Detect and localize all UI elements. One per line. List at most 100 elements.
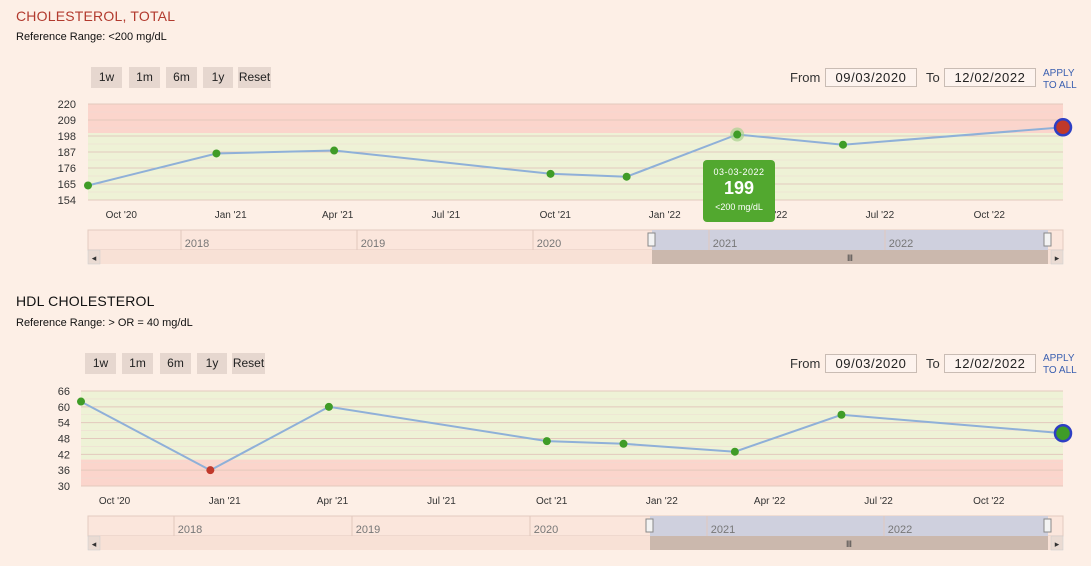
x-tick-label: Oct '22 [973, 496, 1005, 507]
from-label: From [790, 356, 821, 371]
data-point [730, 447, 739, 456]
y-tick-label: 66 [58, 386, 70, 398]
chart-title: HDL CHOLESTEROL [16, 293, 155, 309]
x-tick-label: Apr '22 [754, 496, 786, 507]
from-label: From [790, 70, 821, 85]
scrollbar-grip: Ⅲ [846, 539, 852, 549]
chart-panel-total: CHOLESTEROL, TOTAL Reference Range: <200… [0, 0, 1091, 280]
scroll-left-button [87, 249, 101, 265]
data-point [324, 402, 333, 411]
to-label: To [926, 70, 940, 85]
x-tick-label: Jul '21 [432, 210, 461, 221]
x-tick-label: Jan '22 [649, 210, 681, 221]
abnormal-range-band [81, 459, 1063, 486]
range-6m-button[interactable]: 6m [160, 353, 191, 374]
navigator-year-label: 2018 [178, 524, 202, 536]
navigator-year-label: 2019 [356, 524, 380, 536]
range-1w-button[interactable]: 1w [91, 67, 122, 88]
data-point [619, 439, 628, 448]
to-label: To [926, 356, 940, 371]
navigator-left-handle [647, 232, 656, 247]
x-tick-label: Oct '20 [106, 210, 138, 221]
range-1m-button[interactable]: 1m [129, 67, 160, 88]
x-tick-label: Oct '21 [536, 496, 568, 507]
x-tick-label: Jul '22 [864, 496, 893, 507]
y-tick-label: 198 [58, 131, 76, 143]
data-point [84, 181, 92, 190]
y-tick-label: 209 [58, 115, 76, 127]
normal-range-band [88, 133, 1063, 200]
navigator-right-handle [1043, 232, 1052, 247]
navigator-year-label: 2019 [361, 238, 385, 250]
y-tick-label: 220 [58, 99, 76, 111]
x-tick-label: Apr '21 [317, 496, 349, 507]
x-tick-label: Oct '22 [974, 210, 1006, 221]
range-6m-button[interactable]: 6m [166, 67, 197, 88]
to-all-label: TO ALL [1043, 365, 1077, 376]
x-tick-label: Oct '21 [540, 210, 572, 221]
chart-panel-hdl: HDL CHOLESTEROL Reference Range: > OR = … [0, 286, 1091, 566]
scrollbar-thumb [650, 536, 1048, 550]
range-1w-button[interactable]: 1w [85, 353, 116, 374]
y-tick-label: 54 [58, 418, 70, 430]
plot-area: 220 209 198 187 176 165 154 Oct '20 Jan '21 Apr '… [58, 99, 1073, 265]
apply-to-all-link[interactable]: APPLY TO ALL [1043, 353, 1077, 377]
x-tick-label: Jul '22 [866, 210, 895, 221]
from-date-input[interactable] [825, 68, 917, 87]
apply-label: APPLY [1043, 353, 1075, 364]
data-point [733, 130, 742, 139]
range-1y-button[interactable]: 1y [203, 67, 233, 88]
y-tick-label: 176 [58, 163, 76, 175]
apply-to-all-link[interactable]: APPLY TO ALL [1043, 68, 1077, 92]
y-tick-label: 42 [58, 449, 70, 461]
data-point [206, 466, 215, 475]
to-all-label: TO ALL [1043, 80, 1077, 91]
navigator-right-handle [1043, 518, 1052, 533]
x-tick-label: Apr '21 [322, 210, 354, 221]
x-tick-label: Jul '21 [427, 496, 456, 507]
scroll-right-arrow: ▸ [1055, 539, 1060, 549]
to-date-input[interactable] [944, 68, 1036, 87]
scroll-right-button [1050, 535, 1064, 551]
y-tick-label: 154 [58, 195, 76, 207]
data-point [212, 149, 221, 158]
range-1m-button[interactable]: 1m [122, 353, 153, 374]
navigator-year-label: 2020 [534, 524, 558, 536]
x-tick-label: Jan '21 [215, 210, 247, 221]
reset-button[interactable]: Reset [232, 353, 265, 374]
abnormal-range-band [88, 104, 1063, 134]
x-tick-label: Oct '20 [99, 496, 131, 507]
range-1y-button[interactable]: 1y [197, 353, 227, 374]
data-point [622, 172, 631, 181]
series-line [80, 400, 1064, 472]
chart-title: CHOLESTEROL, TOTAL [16, 8, 176, 24]
navigator-year-label: 2018 [185, 238, 209, 250]
x-tick-label: Jan '21 [209, 496, 241, 507]
navigator-selection [652, 230, 1048, 250]
navigator-selection [650, 516, 1048, 536]
reference-range: Reference Range: <200 mg/dL [16, 31, 167, 43]
scrollbar-thumb [652, 250, 1048, 264]
plot-area: 66 60 54 48 42 36 30 Oct '20 Jan '21 Apr '21 Jul '… [58, 386, 1073, 551]
from-date-input[interactable] [825, 354, 917, 373]
tooltip-date: 03-03-2022 [713, 167, 765, 177]
data-point [839, 140, 848, 149]
latest-data-point [1053, 423, 1073, 443]
navigator-year-label: 2022 [888, 524, 912, 536]
navigator-year-label: 2021 [711, 524, 735, 536]
navigator-year-label: 2021 [713, 238, 737, 250]
reset-button[interactable]: Reset [238, 67, 271, 88]
apply-label: APPLY [1043, 68, 1075, 79]
scroll-left-button [87, 535, 101, 551]
latest-data-point [1053, 118, 1073, 137]
y-tick-label: 187 [58, 147, 76, 159]
data-point [330, 146, 339, 155]
y-tick-label: 36 [58, 465, 70, 477]
data-point [542, 437, 551, 446]
data-point [77, 397, 85, 406]
reference-range: Reference Range: > OR = 40 mg/dL [16, 317, 193, 329]
y-tick-label: 48 [58, 434, 70, 446]
navigator-year-label: 2022 [889, 238, 913, 250]
scroll-right-arrow: ▸ [1055, 253, 1060, 263]
to-date-input[interactable] [944, 354, 1036, 373]
